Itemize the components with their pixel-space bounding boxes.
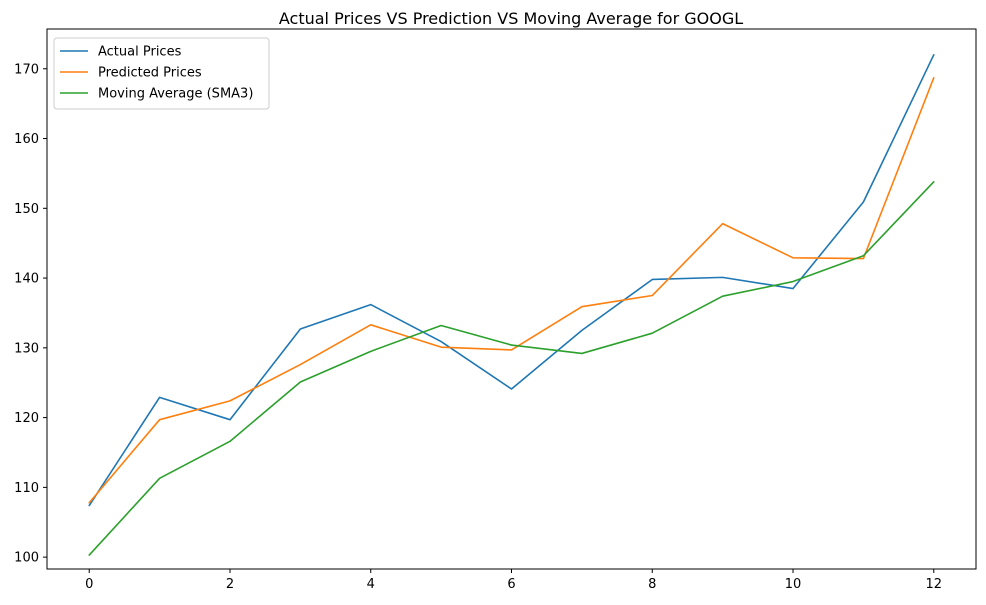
series-line-0 (88, 54, 935, 507)
legend-label-2: Moving Average (SMA3) (98, 87, 253, 102)
series-line-2 (88, 180, 935, 556)
y-tick-label: 170 (14, 62, 39, 77)
x-tick-label: 2 (226, 577, 234, 592)
legend-box (53, 37, 270, 110)
x-tick-label: 12 (925, 577, 942, 592)
x-tick-label: 10 (785, 577, 802, 592)
series-layer (88, 54, 935, 556)
y-tick-label: 140 (14, 272, 39, 287)
y-tick-label: 120 (14, 411, 39, 426)
x-tick-label: 0 (85, 577, 93, 592)
x-tick-label: 6 (507, 577, 515, 592)
x-tick-label: 4 (367, 577, 375, 592)
y-tick-label: 130 (14, 341, 39, 356)
y-tick-label: 100 (14, 551, 39, 566)
chart-title: Actual Prices VS Prediction VS Moving Av… (279, 9, 743, 28)
y-axis: 100 110 120 130 140 150 160 170 (14, 62, 47, 566)
x-axis: 0 2 4 6 8 10 12 (85, 569, 942, 592)
x-tick-label: 8 (648, 577, 656, 592)
series-line-1 (88, 77, 935, 504)
legend-label-0: Actual Prices (98, 45, 182, 60)
legend: Actual Prices Predicted Prices Moving Aver… (53, 37, 270, 110)
plot-area-frame (46, 28, 977, 570)
y-tick-label: 160 (14, 132, 39, 147)
y-tick-label: 110 (14, 481, 39, 496)
y-tick-label: 150 (14, 202, 39, 217)
legend-label-1: Predicted Prices (98, 66, 202, 81)
